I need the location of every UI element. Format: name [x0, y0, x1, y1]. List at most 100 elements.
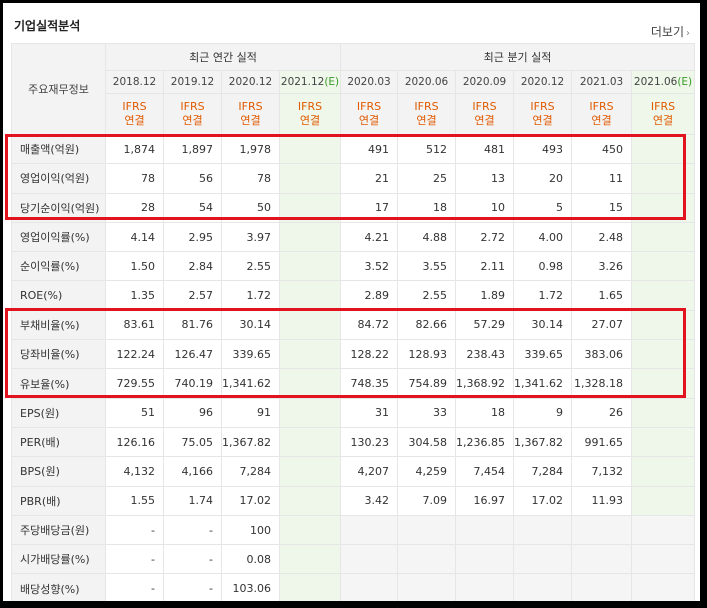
row-label: 영업이익(억원): [11, 163, 106, 194]
financial-table: 주요재무정보 최근 연간 실적 최근 분기 실적 2018.12 2019.12 2020…: [11, 43, 696, 601]
table-cell: [397, 573, 457, 601]
table-cell: 78: [105, 163, 164, 194]
table-cell: 1,897: [163, 133, 222, 165]
table-cell: 31: [340, 397, 399, 428]
row-label: 주당배당금(원): [11, 514, 106, 546]
period-header: 2019.12: [163, 70, 222, 94]
period-header: 2021.12(E): [278, 70, 342, 94]
accounting-standard: IFRS 연결: [105, 93, 164, 135]
table-cell: 11: [571, 163, 633, 194]
period-header: 2020.12: [221, 70, 280, 94]
table-cell: 2.95: [163, 221, 222, 253]
table-cell: 78: [221, 163, 280, 194]
table-cell: -: [105, 544, 164, 575]
table-cell: [631, 397, 696, 428]
table-cell: 126.16: [105, 426, 164, 458]
table-cell: 126.47: [163, 339, 222, 370]
table-cell: [631, 221, 696, 253]
table-row: EPS(원) 51 96 91 31 33 18 9 26: [11, 397, 696, 428]
table-cell: [513, 573, 573, 601]
table-cell: 1.35: [105, 280, 164, 311]
table-cell: 28: [105, 192, 164, 223]
table-cell: 493: [513, 133, 573, 165]
table-cell: 0.08: [221, 544, 280, 575]
table-row: 배당성향(%) - -103.06: [11, 573, 696, 601]
table-cell: [278, 426, 342, 458]
table-cell: 7,454: [455, 456, 515, 487]
table-cell: 57.29: [455, 309, 515, 341]
table-cell: 1.74: [163, 485, 222, 516]
table-cell: [340, 514, 399, 546]
table-cell: 1.72: [513, 280, 573, 311]
table-cell: 1,367.82: [513, 426, 573, 458]
table-cell: -: [105, 573, 164, 601]
table-row: BPS(원) 4,132 4,166 7,284 4,207 4,259 7,454 7,28…: [11, 456, 696, 487]
table-cell: [278, 485, 342, 516]
period-header: 2018.12: [105, 70, 164, 94]
row-label: 시가배당률(%): [11, 544, 106, 575]
table-cell: [340, 544, 399, 575]
table-row: 매출액(억원) 1,874 1,897 1,978 491 512 481 493 450: [11, 133, 696, 165]
table-cell: [455, 514, 515, 546]
table-cell: 1.50: [105, 251, 164, 282]
table-cell: 481: [455, 133, 515, 165]
table-cell: 1.65: [571, 280, 633, 311]
table-cell: 122.24: [105, 339, 164, 370]
accounting-standard: IFRS 연결: [221, 93, 280, 135]
table-cell: 56: [163, 163, 222, 194]
table-cell: 84.72: [340, 309, 399, 341]
table-cell: [631, 251, 696, 282]
accounting-standard: IFRS 연결: [340, 93, 399, 135]
table-cell: [631, 544, 696, 575]
header-group-row: 주요재무정보 최근 연간 실적 최근 분기 실적: [11, 43, 696, 135]
table-cell: 128.22: [340, 339, 399, 370]
table-cell: [278, 251, 342, 282]
table-cell: [631, 280, 696, 311]
row-label-header: 주요재무정보: [11, 43, 106, 135]
table-cell: 75.05: [163, 426, 222, 458]
table-cell: [278, 397, 342, 428]
table-cell: 2.55: [221, 251, 280, 282]
table-cell: 1,341.62: [513, 368, 573, 399]
table-cell: 729.55: [105, 368, 164, 399]
table-cell: [397, 544, 457, 575]
table-cell: 91: [221, 397, 280, 428]
table-cell: 1.55: [105, 485, 164, 516]
table-cell: 3.26: [571, 251, 633, 282]
table-cell: 33: [397, 397, 457, 428]
table-cell: [455, 544, 515, 575]
table-cell: 18: [397, 192, 457, 223]
table-cell: 238.43: [455, 339, 515, 370]
more-link[interactable]: 더보기 ›: [650, 25, 690, 39]
table-cell: [631, 368, 696, 399]
table-cell: 103.06: [221, 573, 280, 601]
table-cell: 27.07: [571, 309, 633, 341]
table-cell: [631, 192, 696, 223]
table-cell: 4,166: [163, 456, 222, 487]
table-cell: 2.48: [571, 221, 633, 253]
table-cell: 4.00: [513, 221, 573, 253]
accounting-standard: IFRS 연결: [631, 93, 696, 135]
table-cell: 3.52: [340, 251, 399, 282]
table-cell: [278, 456, 342, 487]
table-cell: 1.72: [221, 280, 280, 311]
table-cell: 1.89: [455, 280, 515, 311]
table-cell: [278, 339, 342, 370]
analysis-panel: 기업실적분석 더보기 › 주요재무정보 최근 연간 실적 최근 분기 실적 2018.1…: [3, 3, 700, 601]
header-date-row: 2018.12 2019.12 2020.12 2021.12(E) 2020.03 20…: [12, 70, 696, 94]
table-cell: [631, 163, 696, 194]
row-label: 당좌비율(%): [11, 339, 106, 370]
table-cell: [631, 573, 696, 601]
table-row: 유보율(%) 729.55 740.19 1,341.62 748.35 754.89 1,…: [11, 368, 696, 399]
table-cell: 128.93: [397, 339, 457, 370]
table-cell: 26: [571, 397, 633, 428]
period-header: 2020.06: [397, 70, 457, 94]
table-cell: 2.72: [455, 221, 515, 253]
table-cell: 2.84: [163, 251, 222, 282]
table-cell: 82.66: [397, 309, 457, 341]
table-cell: 4.14: [105, 221, 164, 253]
table-cell: -: [163, 514, 222, 546]
table-row: PER(배) 126.16 75.05 1,367.82 130.23 304.58 1,2…: [11, 426, 696, 458]
table-cell: 18: [455, 397, 515, 428]
row-label: 당기순이익(억원): [11, 192, 106, 223]
